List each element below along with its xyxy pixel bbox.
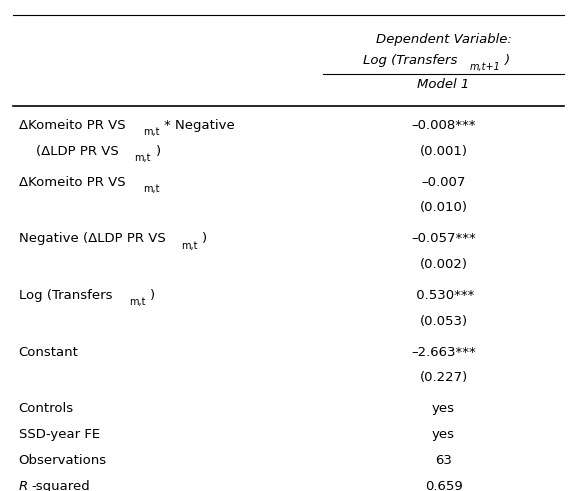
Text: ): ) (505, 54, 510, 67)
Text: m,t: m,t (134, 153, 151, 163)
Text: 0.659: 0.659 (425, 481, 462, 491)
Text: Log (Transfers: Log (Transfers (363, 54, 458, 67)
Text: Controls: Controls (18, 402, 74, 415)
Text: R: R (18, 481, 28, 491)
Text: ): ) (156, 145, 161, 158)
Text: Model 1: Model 1 (417, 78, 470, 91)
Text: SSD-year FE: SSD-year FE (18, 429, 100, 441)
Text: (0.002): (0.002) (419, 258, 467, 271)
Text: –0.007: –0.007 (421, 176, 466, 189)
Text: (0.001): (0.001) (419, 145, 467, 158)
Text: m,t: m,t (143, 184, 159, 194)
Text: Observations: Observations (18, 455, 107, 467)
Text: (0.010): (0.010) (419, 201, 467, 215)
Text: Constant: Constant (18, 346, 78, 359)
Text: ): ) (150, 289, 155, 302)
Text: Negative (ΔLDP PR VS: Negative (ΔLDP PR VS (18, 232, 166, 246)
Text: –2.663***: –2.663*** (411, 346, 476, 359)
Text: ΔKomeito PR VS: ΔKomeito PR VS (18, 176, 125, 189)
Text: ΔKomeito PR VS: ΔKomeito PR VS (18, 119, 125, 132)
Text: -squared: -squared (31, 481, 90, 491)
Text: 0.530***: 0.530*** (413, 289, 475, 302)
Text: Dependent Variable:: Dependent Variable: (376, 33, 511, 46)
Text: ): ) (203, 232, 208, 246)
Text: yes: yes (432, 402, 455, 415)
Text: –0.008***: –0.008*** (411, 119, 476, 132)
Text: yes: yes (432, 429, 455, 441)
Text: (ΔLDP PR VS: (ΔLDP PR VS (36, 145, 119, 158)
Text: m,t+1: m,t+1 (469, 62, 500, 72)
Text: (0.227): (0.227) (419, 371, 468, 384)
Text: * Negative: * Negative (164, 119, 235, 132)
Text: (0.053): (0.053) (419, 315, 467, 327)
Text: –0.057***: –0.057*** (411, 232, 476, 246)
Text: m,t: m,t (181, 241, 197, 251)
Text: 63: 63 (435, 455, 452, 467)
Text: Log (Transfers: Log (Transfers (18, 289, 112, 302)
Text: m,t: m,t (129, 298, 145, 307)
Text: m,t: m,t (143, 128, 159, 137)
